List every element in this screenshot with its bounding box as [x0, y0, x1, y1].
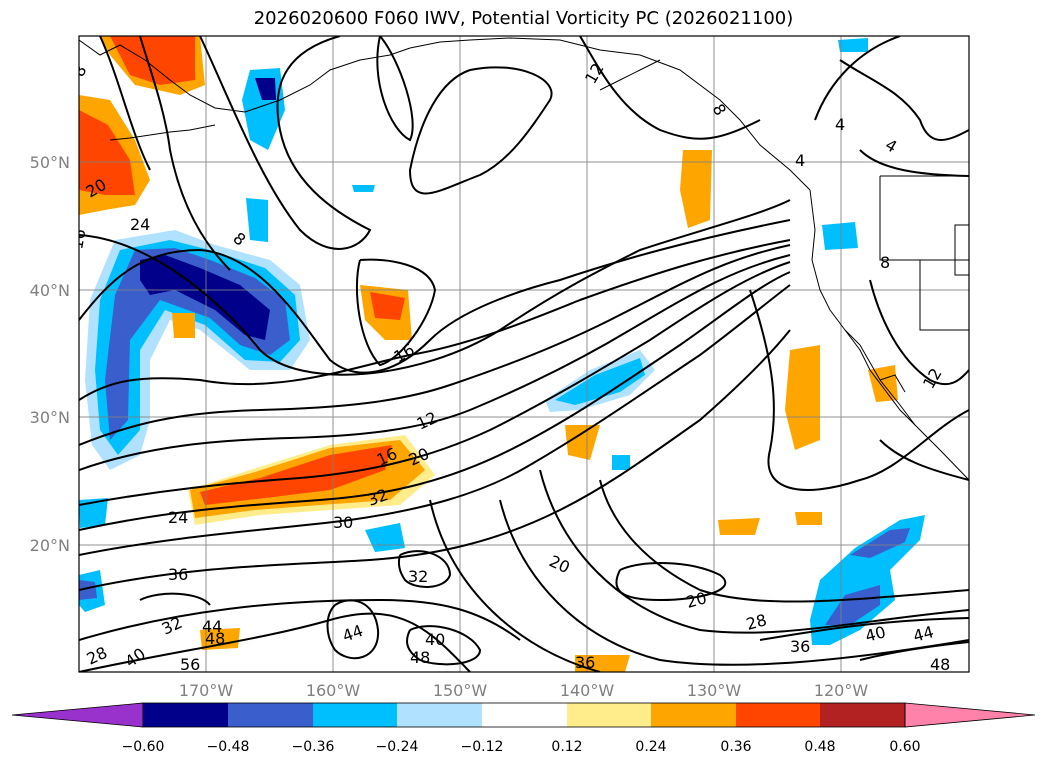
colorbar-tick-label: −0.36	[292, 739, 335, 755]
colorbar-segment	[228, 703, 313, 727]
contour-label: 24	[168, 508, 188, 527]
colorbar-tick-label: −0.60	[122, 739, 165, 755]
colorbar-segment	[143, 703, 228, 727]
pv-positive-area	[200, 445, 392, 505]
pv-negative-area	[352, 185, 375, 192]
colorbar-tick-label: −0.12	[461, 739, 504, 755]
colorbar-tick-label: 0.24	[635, 739, 666, 755]
colorbar-segment	[397, 703, 482, 727]
pv-negative-area	[850, 528, 910, 558]
colorbar-segment	[820, 703, 905, 727]
contour-label: 4	[795, 151, 805, 170]
contour-label: 8	[880, 253, 890, 272]
longitude-label: 160°W	[306, 681, 361, 700]
longitude-label: 130°W	[687, 681, 742, 700]
contour-label: 30	[333, 513, 353, 532]
pv-positive-area	[172, 313, 195, 338]
latitude-label: 40°N	[30, 281, 70, 300]
colorbar-tick-label: 0.36	[720, 739, 751, 755]
pv-positive-area	[795, 512, 822, 525]
colorbar-segment	[651, 703, 736, 727]
pv-positive-area	[565, 425, 600, 460]
contour-label: 28	[744, 610, 769, 634]
pv-positive-area	[718, 518, 760, 535]
colorbar-segment	[736, 703, 820, 727]
pv-negative-area	[255, 78, 276, 100]
colorbar-segment	[313, 703, 397, 727]
colorbar-extend-low	[11, 702, 144, 728]
colorbar-tick-label: 0.48	[804, 739, 835, 755]
contour-label: 44	[202, 617, 222, 636]
contour-label: 48	[930, 655, 950, 674]
pv-negative-area	[825, 585, 880, 625]
contour-label: 56	[180, 655, 200, 674]
colorbar-tick-label: −0.24	[376, 739, 419, 755]
contour-label: 24	[130, 215, 150, 234]
pv-negative-area	[246, 198, 268, 242]
pv-positive-area	[110, 36, 195, 85]
contour-label: 36	[168, 565, 188, 584]
contour-label: 32	[408, 567, 428, 586]
colorbar-segment	[567, 703, 651, 727]
pv-negative-area	[838, 38, 868, 52]
contour-label: 48	[410, 648, 430, 667]
coastlines	[79, 37, 969, 481]
map-border	[78, 35, 970, 673]
contour-label: 40	[863, 622, 888, 646]
contour-label: 16	[67, 227, 89, 250]
colorbar-tick-label: 0.12	[551, 739, 582, 755]
pv-positive-area	[680, 150, 712, 228]
contour-label: 36	[790, 637, 810, 656]
pv-positive-area	[370, 292, 405, 320]
pv-negative-area	[822, 222, 858, 250]
pv-negative-area	[555, 358, 645, 405]
contour-label: 4	[835, 115, 845, 134]
contour-label: 40	[425, 630, 445, 649]
pv-positive-area	[785, 345, 820, 450]
map-background	[79, 36, 969, 672]
contour-label: 48	[205, 629, 225, 648]
longitude-label: 150°W	[433, 681, 488, 700]
pv-negative-area	[79, 498, 108, 528]
contour-label: 36	[575, 653, 595, 672]
colorbar-tick-label: −0.48	[207, 739, 250, 755]
figure-title: 2026020600 F060 IWV, Potential Vorticity…	[253, 8, 794, 29]
longitude-label: 140°W	[560, 681, 615, 700]
latitude-label: 50°N	[30, 153, 70, 172]
latitude-label: 30°N	[30, 408, 70, 427]
pv-negative-area	[612, 455, 630, 470]
pv-negative-area	[79, 580, 97, 600]
pv-negative-area	[140, 255, 270, 340]
longitude-label: 170°W	[179, 681, 234, 700]
colorbar-extend-high	[904, 702, 1036, 728]
latitude-label: 20°N	[30, 536, 70, 555]
contour-label: 8	[69, 62, 91, 80]
pv-shading	[79, 36, 925, 672]
colorbar-segment	[482, 703, 567, 727]
pv-positive-area	[79, 110, 135, 195]
colorbar-tick-label: 0.60	[889, 739, 920, 755]
longitude-label: 120°W	[814, 681, 869, 700]
contour-label: 44	[911, 622, 936, 646]
colorbar: −0.60 −0.48 −0.36 −0.24 −0.12 0.12 0.24 …	[11, 702, 1036, 755]
pv-positive-area	[200, 628, 240, 650]
contour-label: 20	[684, 588, 709, 612]
